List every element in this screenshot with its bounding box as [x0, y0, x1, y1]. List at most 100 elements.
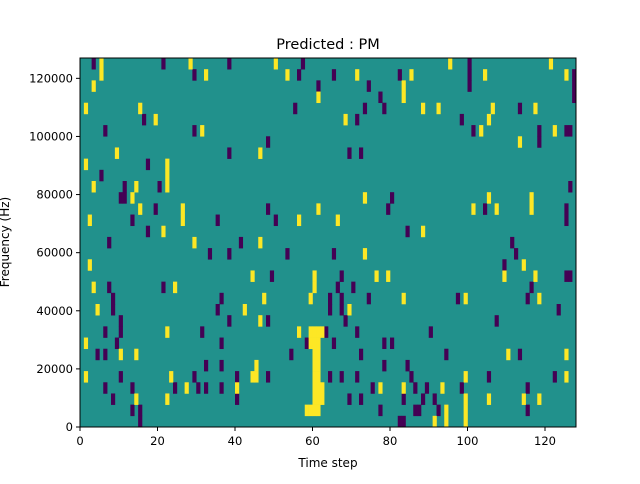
- heatmap-cell-high: [362, 192, 368, 204]
- heatmap-cell-high: [502, 270, 507, 282]
- heatmap-cells: [80, 58, 577, 428]
- heatmap-cell-high: [308, 404, 313, 417]
- heatmap-cell-low: [359, 147, 364, 159]
- heatmap-cell-high: [165, 393, 170, 405]
- heatmap-cell-low: [409, 371, 414, 383]
- heatmap-cell-low: [293, 102, 298, 115]
- heatmap-cell-high: [165, 158, 170, 171]
- heatmap-cell-low: [355, 113, 360, 126]
- heatmap-cell-high: [91, 80, 96, 92]
- y-tick-label: 60000: [36, 246, 73, 260]
- heatmap-cell-low: [572, 80, 577, 92]
- heatmap-cell-low: [266, 315, 271, 327]
- heatmap-cell-high: [130, 192, 135, 204]
- heatmap-cell-low: [366, 292, 371, 305]
- heatmap-cell-high: [138, 203, 143, 215]
- heatmap-cell-low: [238, 236, 244, 249]
- heatmap-cell-high: [517, 136, 523, 148]
- heatmap-cell-low: [107, 236, 112, 249]
- heatmap-cell-low: [331, 337, 337, 350]
- heatmap-cell-low: [103, 382, 108, 394]
- heatmap-cell-low: [289, 348, 294, 361]
- heatmap-cell-low: [145, 225, 151, 238]
- heatmap-cell-high: [401, 91, 406, 104]
- heatmap-cell-low: [235, 393, 240, 405]
- heatmap-cell-high: [200, 125, 205, 137]
- heatmap-cell-low: [227, 147, 232, 159]
- heatmap-cell-low: [339, 371, 344, 383]
- heatmap-cell-low: [328, 371, 333, 383]
- heatmap-cell-low: [572, 69, 577, 81]
- heatmap-cell-high: [316, 371, 321, 383]
- heatmap-cell-high: [463, 393, 468, 405]
- heatmap-cell-low: [339, 292, 344, 305]
- heatmap-cell-low: [351, 281, 356, 294]
- heatmap-cell-high: [436, 102, 441, 115]
- heatmap-cell-high: [312, 404, 317, 417]
- x-tick-label: 20: [150, 434, 165, 448]
- heatmap-cell-low: [502, 259, 507, 271]
- heatmap-cell-low: [153, 203, 158, 215]
- heatmap-cell-low: [514, 248, 519, 260]
- heatmap-cell-high: [312, 281, 317, 294]
- heatmap-cell-low: [444, 348, 449, 361]
- heatmap-cell-high: [169, 371, 174, 383]
- heatmap-cell-high: [432, 415, 437, 428]
- heatmap-cell-high: [138, 102, 143, 115]
- y-tick-label: 80000: [36, 188, 73, 202]
- heatmap-cell-low: [537, 136, 542, 148]
- y-tick-label: 40000: [36, 304, 73, 318]
- heatmap-cell-high: [99, 69, 104, 81]
- heatmap-cell-low: [130, 382, 135, 394]
- chart-title: Predicted : PM: [276, 37, 379, 53]
- heatmap-cell-low: [328, 292, 333, 305]
- heatmap-cell-low: [483, 203, 488, 215]
- heatmap-cell-low: [339, 304, 344, 316]
- heatmap-cell-high: [180, 214, 185, 227]
- heatmap-cell-high: [312, 382, 317, 394]
- heatmap-cell-high: [401, 382, 406, 394]
- heatmap-cell-high: [273, 58, 278, 70]
- heatmap-cell-high: [173, 281, 178, 294]
- heatmap-cell-low: [390, 337, 395, 350]
- heatmap-cell-low: [525, 292, 530, 305]
- heatmap-cell-low: [118, 192, 123, 204]
- y-axis-label: Frequency (Hz): [0, 197, 12, 288]
- heatmap-cell-low: [510, 236, 515, 249]
- heatmap-cell-high: [409, 69, 414, 81]
- heatmap-cell-high: [250, 270, 255, 282]
- heatmap-cell-high: [320, 326, 325, 338]
- heatmap-cell-low: [157, 181, 162, 193]
- heatmap-cell-high: [529, 203, 534, 215]
- heatmap-cell-high: [204, 69, 209, 81]
- heatmap-cell-high: [316, 337, 321, 350]
- heatmap-cell-high: [521, 259, 526, 271]
- heatmap-cell-low: [142, 113, 147, 126]
- heatmap-cell-high: [494, 203, 499, 215]
- heatmap-cell-high: [304, 404, 309, 417]
- heatmap-cell-high: [564, 348, 569, 361]
- heatmap-cell-high: [564, 69, 569, 81]
- heatmap-cell-low: [266, 136, 271, 148]
- heatmap-cell-low: [331, 69, 337, 81]
- heatmap-cell-high: [91, 281, 96, 294]
- heatmap-cell-high: [316, 404, 321, 417]
- heatmap-cell-low: [107, 281, 112, 294]
- heatmap-cell-high: [258, 236, 263, 249]
- heatmap-cell-low: [401, 393, 406, 405]
- heatmap-cell-low: [386, 203, 391, 215]
- heatmap-cell-high: [297, 326, 302, 338]
- heatmap-cell-high: [444, 404, 449, 417]
- heatmap-cell-low: [459, 382, 464, 394]
- heatmap-cell-high: [99, 58, 104, 70]
- heatmap-cell-high: [316, 203, 321, 215]
- x-tick-label: 60: [305, 434, 320, 448]
- heatmap-cell-low: [215, 304, 220, 316]
- heatmap-cell-high: [235, 382, 240, 394]
- heatmap-cell-high: [483, 69, 488, 81]
- heatmap-cell-low: [111, 393, 116, 405]
- heatmap-cell-high: [83, 371, 89, 383]
- heatmap-cell-high: [421, 225, 426, 238]
- x-tick-label: 100: [457, 434, 479, 448]
